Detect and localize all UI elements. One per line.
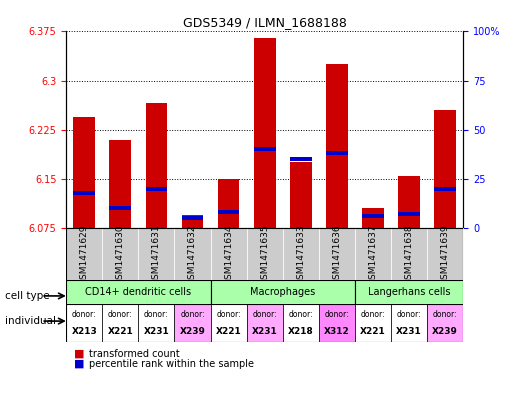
Text: X231: X231 bbox=[144, 327, 169, 336]
Bar bbox=[362, 214, 384, 218]
Bar bbox=[109, 206, 131, 210]
Text: donor:: donor: bbox=[361, 310, 385, 319]
Text: GSM1471639: GSM1471639 bbox=[441, 224, 449, 285]
Bar bbox=[182, 216, 203, 220]
Text: donor:: donor: bbox=[289, 310, 313, 319]
Bar bbox=[146, 103, 167, 228]
Text: donor:: donor: bbox=[252, 310, 277, 319]
Bar bbox=[362, 208, 384, 228]
Text: X312: X312 bbox=[324, 327, 350, 336]
Text: X221: X221 bbox=[360, 327, 386, 336]
Title: GDS5349 / ILMN_1688188: GDS5349 / ILMN_1688188 bbox=[183, 16, 347, 29]
Bar bbox=[326, 64, 348, 228]
Bar bbox=[218, 179, 239, 228]
FancyBboxPatch shape bbox=[102, 228, 138, 281]
Text: donor:: donor: bbox=[180, 310, 205, 319]
Text: X231: X231 bbox=[396, 327, 422, 336]
Text: cell type: cell type bbox=[5, 291, 50, 301]
FancyBboxPatch shape bbox=[319, 228, 355, 281]
FancyBboxPatch shape bbox=[355, 228, 391, 281]
FancyBboxPatch shape bbox=[66, 304, 102, 342]
Text: donor:: donor: bbox=[216, 310, 241, 319]
FancyBboxPatch shape bbox=[211, 228, 247, 281]
Text: ■: ■ bbox=[74, 358, 84, 369]
Bar bbox=[434, 110, 456, 228]
Text: donor:: donor: bbox=[72, 310, 97, 319]
FancyBboxPatch shape bbox=[355, 304, 391, 342]
FancyBboxPatch shape bbox=[211, 304, 247, 342]
Text: GSM1471637: GSM1471637 bbox=[369, 224, 378, 285]
Text: X239: X239 bbox=[432, 327, 458, 336]
FancyBboxPatch shape bbox=[138, 228, 175, 281]
FancyBboxPatch shape bbox=[102, 304, 138, 342]
Bar bbox=[182, 215, 203, 228]
Text: individual: individual bbox=[5, 316, 56, 327]
FancyBboxPatch shape bbox=[175, 228, 211, 281]
Text: donor:: donor: bbox=[325, 310, 349, 319]
Text: X221: X221 bbox=[107, 327, 133, 336]
Text: GSM1471635: GSM1471635 bbox=[260, 224, 269, 285]
Text: percentile rank within the sample: percentile rank within the sample bbox=[89, 358, 254, 369]
Text: donor:: donor: bbox=[144, 310, 168, 319]
FancyBboxPatch shape bbox=[66, 280, 211, 305]
Text: transformed count: transformed count bbox=[89, 349, 180, 359]
Text: donor:: donor: bbox=[108, 310, 133, 319]
FancyBboxPatch shape bbox=[355, 280, 463, 305]
Text: X231: X231 bbox=[252, 327, 277, 336]
Text: GSM1471638: GSM1471638 bbox=[405, 224, 413, 285]
Text: GSM1471632: GSM1471632 bbox=[188, 224, 197, 285]
FancyBboxPatch shape bbox=[247, 304, 282, 342]
Bar bbox=[73, 117, 95, 228]
FancyBboxPatch shape bbox=[282, 304, 319, 342]
Bar bbox=[398, 176, 420, 228]
Text: GSM1471636: GSM1471636 bbox=[332, 224, 342, 285]
Bar bbox=[146, 187, 167, 191]
Bar bbox=[290, 157, 312, 161]
FancyBboxPatch shape bbox=[175, 304, 211, 342]
Text: X221: X221 bbox=[216, 327, 241, 336]
Text: X213: X213 bbox=[71, 327, 97, 336]
Text: Macrophages: Macrophages bbox=[250, 287, 316, 298]
FancyBboxPatch shape bbox=[282, 228, 319, 281]
Text: GSM1471630: GSM1471630 bbox=[116, 224, 125, 285]
Text: Langerhans cells: Langerhans cells bbox=[368, 287, 450, 298]
Bar bbox=[109, 140, 131, 228]
FancyBboxPatch shape bbox=[211, 280, 355, 305]
Text: GSM1471633: GSM1471633 bbox=[296, 224, 305, 285]
FancyBboxPatch shape bbox=[319, 304, 355, 342]
Bar bbox=[254, 147, 275, 151]
Text: donor:: donor: bbox=[433, 310, 458, 319]
Text: GSM1471629: GSM1471629 bbox=[80, 224, 89, 285]
Bar bbox=[218, 210, 239, 214]
FancyBboxPatch shape bbox=[427, 304, 463, 342]
Bar bbox=[434, 187, 456, 191]
Bar bbox=[73, 191, 95, 195]
Text: X239: X239 bbox=[180, 327, 206, 336]
Bar bbox=[254, 38, 275, 228]
FancyBboxPatch shape bbox=[391, 228, 427, 281]
FancyBboxPatch shape bbox=[66, 228, 102, 281]
Bar bbox=[326, 151, 348, 155]
FancyBboxPatch shape bbox=[391, 304, 427, 342]
Text: GSM1471634: GSM1471634 bbox=[224, 224, 233, 285]
Text: X218: X218 bbox=[288, 327, 314, 336]
FancyBboxPatch shape bbox=[247, 228, 282, 281]
FancyBboxPatch shape bbox=[138, 304, 175, 342]
Text: GSM1471631: GSM1471631 bbox=[152, 224, 161, 285]
Bar bbox=[290, 162, 312, 228]
Text: ■: ■ bbox=[74, 349, 84, 359]
Text: donor:: donor: bbox=[397, 310, 421, 319]
FancyBboxPatch shape bbox=[427, 228, 463, 281]
Text: CD14+ dendritic cells: CD14+ dendritic cells bbox=[86, 287, 191, 298]
Bar bbox=[398, 212, 420, 216]
